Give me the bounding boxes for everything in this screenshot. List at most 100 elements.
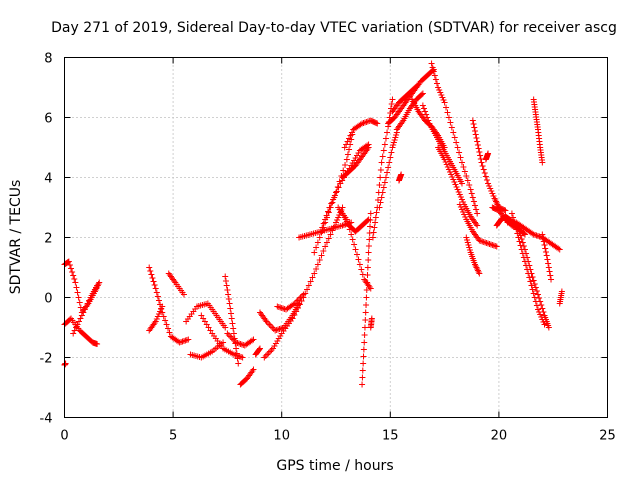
data-point — [73, 284, 80, 291]
data-point — [398, 171, 405, 178]
data-point — [359, 381, 366, 388]
data-point — [511, 218, 518, 225]
data-point — [316, 234, 323, 241]
data-point — [479, 163, 486, 169]
data-point — [314, 261, 321, 268]
data-point — [366, 236, 373, 243]
data-point — [365, 243, 372, 249]
data-point — [239, 354, 246, 361]
data-point — [546, 268, 553, 275]
data-point — [528, 270, 535, 277]
series-tr3 — [61, 360, 69, 368]
y-tick-label: 6 — [44, 112, 52, 127]
data-point — [475, 145, 482, 152]
data-point — [326, 204, 333, 211]
data-point — [545, 264, 552, 271]
data-point — [480, 166, 487, 173]
data-point — [235, 360, 242, 367]
data-point — [382, 135, 389, 142]
data-point — [311, 249, 318, 256]
data-point — [78, 312, 85, 319]
data-point — [224, 287, 231, 293]
series-tr32 — [395, 171, 405, 184]
data-point — [518, 236, 525, 242]
y-axis-label: SDTVAR / TECUs — [8, 180, 24, 295]
data-point — [351, 241, 358, 248]
series-tr12 — [224, 330, 257, 349]
data-point — [380, 184, 387, 191]
data-points — [61, 60, 565, 388]
data-point — [267, 348, 274, 355]
series-tr37 — [456, 201, 500, 250]
data-point — [388, 149, 395, 156]
data-point — [545, 260, 552, 267]
data-point — [340, 167, 347, 174]
x-tick-label: 10 — [273, 429, 290, 444]
data-point — [74, 321, 81, 328]
data-point — [526, 262, 533, 269]
data-point — [531, 281, 538, 287]
data-point — [368, 315, 375, 322]
data-point — [80, 309, 87, 316]
data-point — [262, 353, 269, 359]
data-point — [516, 229, 523, 235]
data-point — [527, 266, 534, 273]
data-point — [460, 164, 467, 170]
series-tr26 — [367, 315, 375, 331]
data-point — [220, 339, 227, 346]
data-point — [379, 189, 386, 196]
data-point — [536, 295, 543, 301]
data-point — [519, 239, 526, 246]
data-point — [558, 288, 565, 295]
data-point — [541, 242, 548, 248]
data-point — [230, 325, 237, 332]
data-point — [363, 302, 370, 308]
data-point — [453, 139, 460, 146]
series-tr4 — [70, 282, 101, 337]
data-point — [387, 154, 394, 161]
series-tr40 — [482, 150, 492, 163]
data-point — [423, 111, 430, 118]
data-point — [424, 114, 431, 121]
series-tr47 — [539, 231, 555, 283]
data-point — [311, 270, 318, 277]
data-point — [555, 245, 562, 252]
data-point — [359, 367, 366, 374]
data-point — [349, 236, 356, 243]
data-point — [343, 156, 350, 163]
data-point — [363, 287, 370, 293]
data-point — [233, 345, 240, 352]
data-point — [65, 258, 72, 265]
data-point — [418, 91, 425, 98]
data-point — [343, 216, 350, 223]
data-point — [180, 291, 187, 298]
data-point — [378, 159, 385, 166]
data-point — [471, 124, 478, 131]
data-point — [75, 294, 82, 301]
data-point — [325, 208, 332, 215]
data-point — [289, 315, 296, 322]
data-point — [444, 109, 451, 116]
data-point — [230, 330, 237, 337]
data-point — [447, 119, 454, 126]
series-tr36 — [435, 144, 481, 229]
data-point — [66, 316, 73, 323]
x-tick-label: 20 — [491, 429, 508, 444]
data-point — [388, 101, 395, 107]
data-point — [151, 282, 158, 288]
data-point — [322, 216, 329, 223]
data-point — [225, 332, 232, 338]
y-tick-label: 0 — [44, 292, 52, 307]
data-point — [363, 294, 370, 301]
data-point — [330, 196, 337, 203]
data-point — [328, 200, 335, 207]
data-point — [314, 239, 321, 246]
data-point — [540, 235, 547, 241]
data-point — [356, 261, 363, 268]
data-point — [389, 96, 396, 103]
data-point — [539, 159, 546, 166]
data-point — [527, 278, 534, 285]
data-point — [319, 224, 326, 231]
data-point — [364, 264, 371, 271]
data-point — [425, 117, 432, 124]
